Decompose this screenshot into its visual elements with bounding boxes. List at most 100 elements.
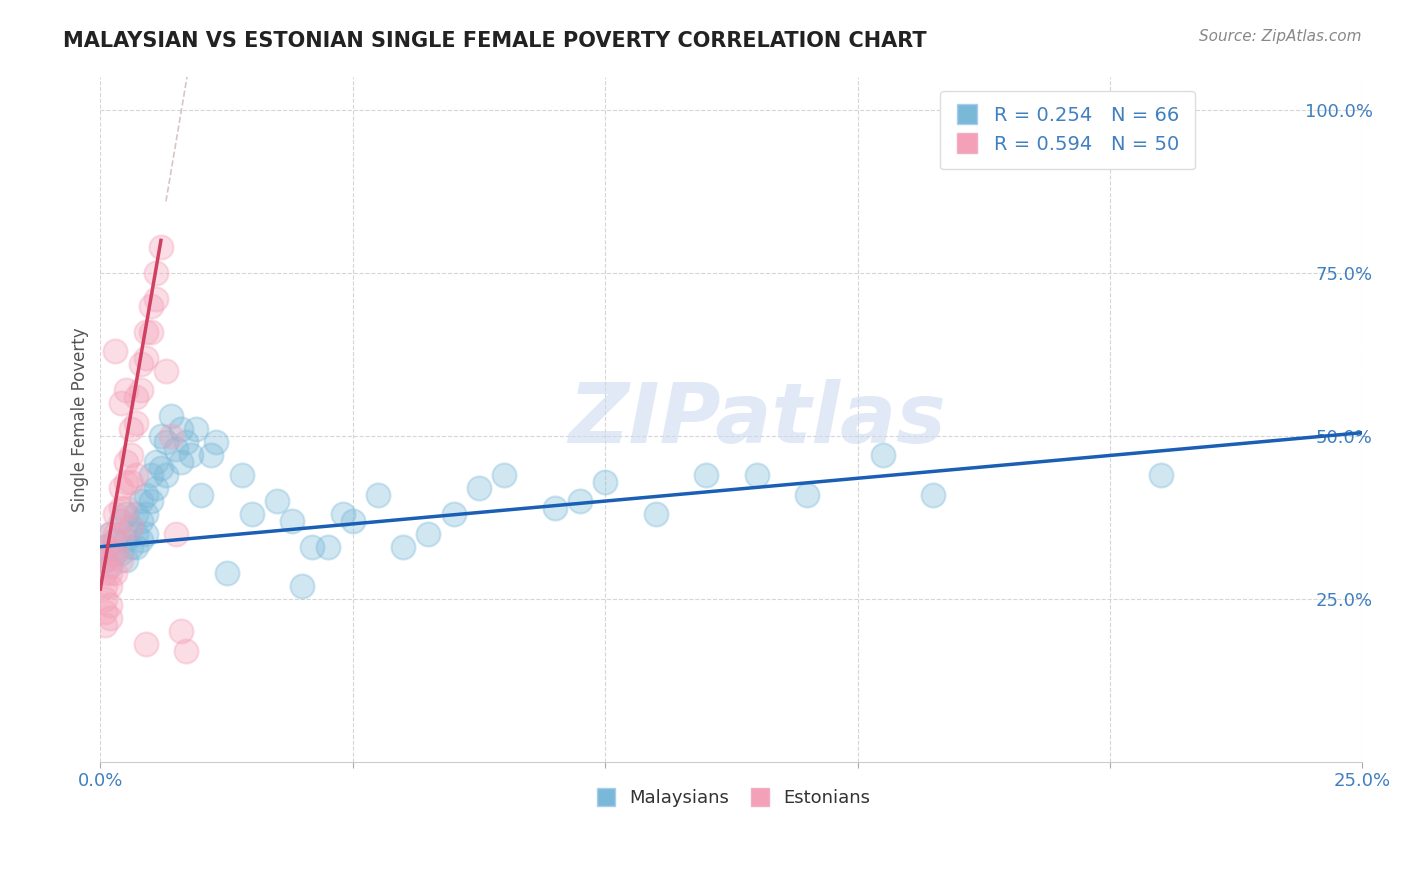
Point (94, 618, 117, 632)
Point (135, 637, 157, 651)
Point (165, 526, 187, 541)
Point (104, 546, 127, 560)
Point (215, 566, 238, 580)
Point (160, 429, 183, 443)
Point (695, 468, 717, 483)
Point (135, 507, 157, 521)
Point (796, 487, 818, 501)
Point (129, 357, 152, 371)
Point (120, 540, 142, 554)
Point (114, 507, 136, 521)
Point (100, 599, 122, 613)
Point (170, 624, 193, 639)
Point (332, 507, 354, 521)
Point (745, 468, 768, 483)
Point (129, 494, 152, 508)
Point (145, 455, 167, 469)
Text: MALAYSIAN VS ESTONIAN SINGLE FEMALE POVERTY CORRELATION CHART: MALAYSIAN VS ESTONIAN SINGLE FEMALE POVE… (63, 31, 927, 51)
Point (165, 442, 187, 456)
Point (125, 468, 148, 483)
Point (281, 514, 304, 528)
Point (342, 514, 364, 528)
Point (110, 500, 132, 515)
Point (139, 494, 162, 508)
Y-axis label: Single Female Poverty: Single Female Poverty (72, 327, 89, 512)
Point (139, 468, 162, 483)
Point (110, 553, 132, 567)
Point (100, 566, 122, 580)
Point (125, 507, 148, 521)
Point (231, 468, 253, 483)
Point (100, 611, 122, 625)
Text: Source: ZipAtlas.com: Source: ZipAtlas.com (1198, 29, 1361, 44)
Point (125, 540, 148, 554)
Point (114, 475, 136, 489)
Point (443, 507, 465, 521)
Point (120, 449, 142, 463)
Point (94, 553, 117, 567)
Point (100, 526, 122, 541)
Point (104, 566, 127, 580)
Point (129, 533, 152, 548)
Point (205, 435, 228, 450)
Point (94, 591, 117, 606)
Point (100, 559, 122, 574)
Point (200, 449, 222, 463)
Point (94, 540, 117, 554)
Point (922, 487, 945, 501)
Point (125, 390, 148, 404)
Point (174, 644, 197, 658)
Point (120, 422, 142, 436)
Point (120, 520, 142, 534)
Point (139, 325, 162, 339)
Point (468, 481, 491, 495)
Point (135, 351, 157, 365)
Point (180, 449, 202, 463)
Point (145, 266, 167, 280)
Point (94, 553, 117, 567)
Point (494, 468, 516, 483)
Point (644, 507, 666, 521)
Point (1149, 468, 1171, 483)
Point (120, 475, 142, 489)
Point (125, 416, 148, 430)
Point (129, 384, 152, 398)
Point (110, 514, 132, 528)
Point (240, 507, 263, 521)
Point (149, 240, 172, 254)
Point (104, 507, 127, 521)
Point (94, 605, 117, 619)
Point (114, 500, 136, 515)
Point (149, 461, 172, 475)
Point (135, 325, 157, 339)
Point (104, 533, 127, 548)
Point (145, 481, 167, 495)
Point (104, 526, 127, 541)
Point (114, 455, 136, 469)
Point (174, 435, 197, 450)
Point (872, 449, 894, 463)
Point (94, 566, 117, 580)
Point (114, 533, 136, 548)
Point (114, 384, 136, 398)
Point (392, 540, 415, 554)
Point (170, 455, 193, 469)
Point (100, 526, 122, 541)
Point (266, 494, 288, 508)
Point (114, 553, 136, 567)
Point (129, 514, 152, 528)
Point (104, 344, 127, 359)
Point (544, 500, 567, 515)
Point (135, 526, 157, 541)
Point (155, 468, 177, 483)
Point (110, 546, 132, 560)
Point (155, 435, 177, 450)
Point (110, 481, 132, 495)
Text: ZIPatlas: ZIPatlas (568, 379, 946, 460)
Point (94, 579, 117, 593)
Point (149, 429, 172, 443)
Point (100, 579, 122, 593)
Point (135, 487, 157, 501)
Point (120, 520, 142, 534)
Point (104, 546, 127, 560)
